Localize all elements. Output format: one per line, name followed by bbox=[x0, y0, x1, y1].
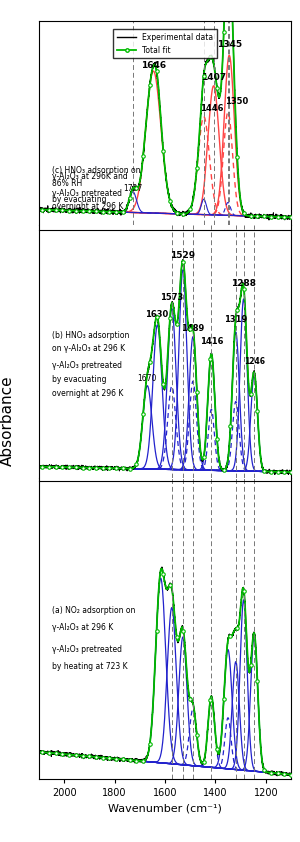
Text: γ-Al₂O₃ at 296K and: γ-Al₂O₃ at 296K and bbox=[52, 172, 128, 181]
Text: 1630: 1630 bbox=[145, 310, 168, 318]
Text: 1446: 1446 bbox=[200, 104, 224, 114]
Text: 1529: 1529 bbox=[170, 252, 196, 260]
Text: γ-Al₂O₃ pretreated: γ-Al₂O₃ pretreated bbox=[52, 645, 122, 654]
Text: by evacuating: by evacuating bbox=[52, 195, 106, 205]
Text: (a) NO₂ adsorption on: (a) NO₂ adsorption on bbox=[52, 605, 135, 615]
Text: 1573: 1573 bbox=[160, 293, 183, 302]
Text: 1350: 1350 bbox=[225, 97, 248, 106]
Text: overnight at 296 K: overnight at 296 K bbox=[52, 202, 123, 210]
Text: γ-Al₂O₃ pretreated: γ-Al₂O₃ pretreated bbox=[52, 361, 122, 370]
Text: 1246: 1246 bbox=[244, 357, 265, 366]
Text: 86% RH: 86% RH bbox=[52, 179, 82, 188]
Text: 1319: 1319 bbox=[224, 315, 247, 324]
Text: on γ-Al₂O₃ at 296 K: on γ-Al₂O₃ at 296 K bbox=[52, 344, 125, 354]
Text: 1407: 1407 bbox=[201, 73, 226, 83]
X-axis label: Wavenumber (cm⁻¹): Wavenumber (cm⁻¹) bbox=[108, 803, 222, 813]
Text: Absorbance: Absorbance bbox=[0, 376, 15, 466]
Text: (c) HNO₃ adsorption on: (c) HNO₃ adsorption on bbox=[52, 166, 140, 174]
Text: by evacuating: by evacuating bbox=[52, 375, 106, 384]
Text: 1345: 1345 bbox=[217, 40, 242, 49]
Text: 1727: 1727 bbox=[123, 184, 142, 194]
Text: 1288: 1288 bbox=[231, 280, 256, 288]
Text: γ-Al₂O₃ pretreated: γ-Al₂O₃ pretreated bbox=[52, 189, 122, 198]
Text: (b) HNO₃ adsorption: (b) HNO₃ adsorption bbox=[52, 331, 129, 339]
Text: 1670: 1670 bbox=[138, 374, 157, 382]
Text: γ-Al₂O₃ at 296 K: γ-Al₂O₃ at 296 K bbox=[52, 622, 113, 632]
Legend: Experimental data, Total fit: Experimental data, Total fit bbox=[113, 29, 218, 58]
Text: 1489: 1489 bbox=[181, 323, 205, 333]
Text: by heating at 723 K: by heating at 723 K bbox=[52, 663, 127, 671]
Text: 1646: 1646 bbox=[141, 61, 166, 70]
Text: 1416: 1416 bbox=[200, 338, 223, 346]
Text: overnight at 296 K: overnight at 296 K bbox=[52, 389, 123, 398]
